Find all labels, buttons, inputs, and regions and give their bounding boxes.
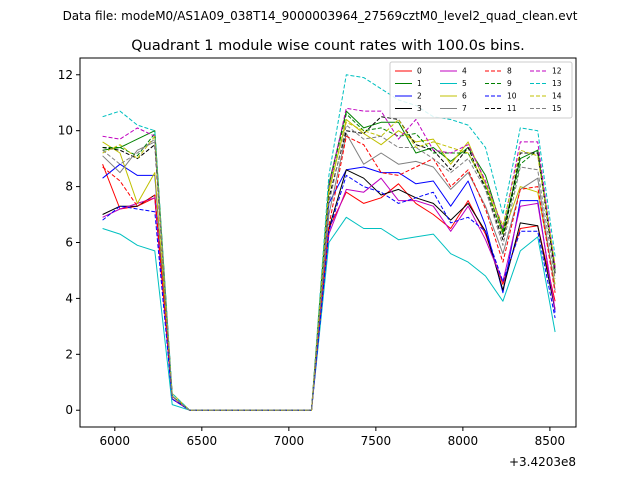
y-tick-label-6: 6 xyxy=(65,236,73,250)
x-tick-label-8000: 8000 xyxy=(448,434,479,448)
y-axis: 0 2 4 6 8 10 12 xyxy=(58,68,80,417)
x-tick-label-7000: 7000 xyxy=(274,434,305,448)
legend-label-11: 11 xyxy=(507,104,517,113)
x-tick-label-6500: 6500 xyxy=(187,434,218,448)
y-tick-label-0: 0 xyxy=(65,403,73,417)
legend-label-5: 5 xyxy=(462,79,467,88)
chart-title: Quadrant 1 module wise count rates with … xyxy=(131,38,525,54)
chart-suptitle: Data file: modeM0/AS1A09_038T14_90000039… xyxy=(63,9,578,23)
legend-label-13: 13 xyxy=(552,79,562,88)
y-tick-label-12: 12 xyxy=(58,68,73,82)
legend-label-1: 1 xyxy=(417,79,422,88)
legend-label-6: 6 xyxy=(462,92,467,101)
y-tick-label-4: 4 xyxy=(65,291,73,305)
x-offset-label: +3.4203e8 xyxy=(509,455,576,469)
legend-label-14: 14 xyxy=(552,92,562,101)
series-line-15 xyxy=(102,124,556,411)
legend-label-7: 7 xyxy=(462,104,467,113)
legend-label-9: 9 xyxy=(507,79,512,88)
y-tick-label-10: 10 xyxy=(58,124,73,138)
x-tick-label-8500: 8500 xyxy=(535,434,566,448)
legend-label-4: 4 xyxy=(462,67,467,76)
legend-label-2: 2 xyxy=(417,92,422,101)
legend-label-8: 8 xyxy=(507,67,512,76)
series-line-13 xyxy=(102,74,556,411)
legend-label-0: 0 xyxy=(417,67,422,76)
y-tick-label-2: 2 xyxy=(65,347,73,361)
legend-frame xyxy=(389,61,573,119)
x-tick-label-7500: 7500 xyxy=(361,434,392,448)
y-tick-label-8: 8 xyxy=(65,180,73,194)
series-line-10 xyxy=(102,174,556,411)
legend-label-15: 15 xyxy=(552,104,562,113)
series-line-5 xyxy=(102,216,556,411)
series-lines xyxy=(102,74,556,411)
legend-label-12: 12 xyxy=(552,67,562,76)
legend-label-10: 10 xyxy=(507,92,517,101)
legend-label-3: 3 xyxy=(417,104,422,113)
x-axis: 6000 6500 7000 7500 8000 8500 xyxy=(100,427,566,448)
x-tick-label-6000: 6000 xyxy=(100,434,131,448)
